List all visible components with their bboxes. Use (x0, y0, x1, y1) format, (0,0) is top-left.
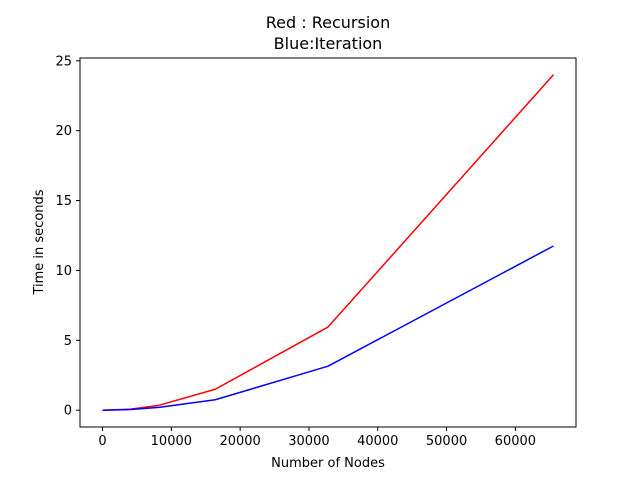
y-axis: 0 5 10 15 20 25 (55, 54, 80, 419)
x-tick-label: 0 (98, 434, 106, 449)
x-axis-label: Number of Nodes (271, 456, 385, 471)
y-tick-label: 0 (64, 404, 72, 419)
y-tick-label: 15 (55, 194, 72, 209)
x-tick-label: 20000 (219, 434, 260, 449)
y-tick-label: 10 (55, 264, 72, 279)
y-tick-label: 5 (64, 334, 72, 349)
plot-area (79, 57, 577, 428)
x-axis: 0 10000 20000 30000 40000 50000 60000 (98, 427, 536, 449)
chart-title-line-1: Red : Recursion (266, 13, 390, 32)
x-tick-label: 50000 (426, 434, 467, 449)
plot-frame (79, 57, 577, 428)
series-layer (102, 74, 555, 411)
x-tick-label: 30000 (288, 434, 329, 449)
series-line-blue (102, 245, 554, 411)
series-line-red (102, 74, 555, 411)
x-tick-label: 10000 (151, 434, 192, 449)
y-axis-label: Time in seconds (32, 189, 47, 295)
x-tick-label: 40000 (357, 434, 398, 449)
y-tick-label: 20 (55, 124, 72, 139)
x-tick-label: 60000 (495, 434, 536, 449)
chart-title-line-2: Blue:Iteration (274, 34, 383, 53)
y-tick-label: 25 (55, 54, 72, 69)
